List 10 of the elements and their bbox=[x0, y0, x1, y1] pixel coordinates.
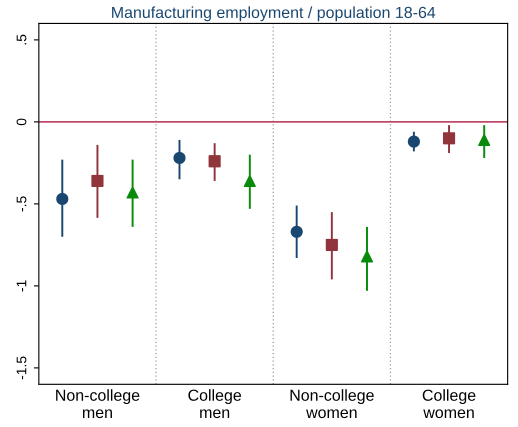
chart-title: Manufacturing employment / population 18-64 bbox=[112, 6, 436, 22]
x-tick-label: Non-college women bbox=[290, 389, 374, 418]
y-tick-label: -1.5 bbox=[16, 356, 26, 380]
y-tick-label: .5 bbox=[16, 34, 26, 44]
y-tick-label: -.5 bbox=[16, 196, 26, 212]
x-tick-label: College men bbox=[188, 389, 242, 418]
y-tick-label: 0 bbox=[16, 118, 26, 126]
x-tick-label: Non-college men bbox=[56, 389, 140, 418]
x-tick-label: College women bbox=[422, 389, 476, 418]
y-tick-label: -1 bbox=[16, 280, 26, 292]
